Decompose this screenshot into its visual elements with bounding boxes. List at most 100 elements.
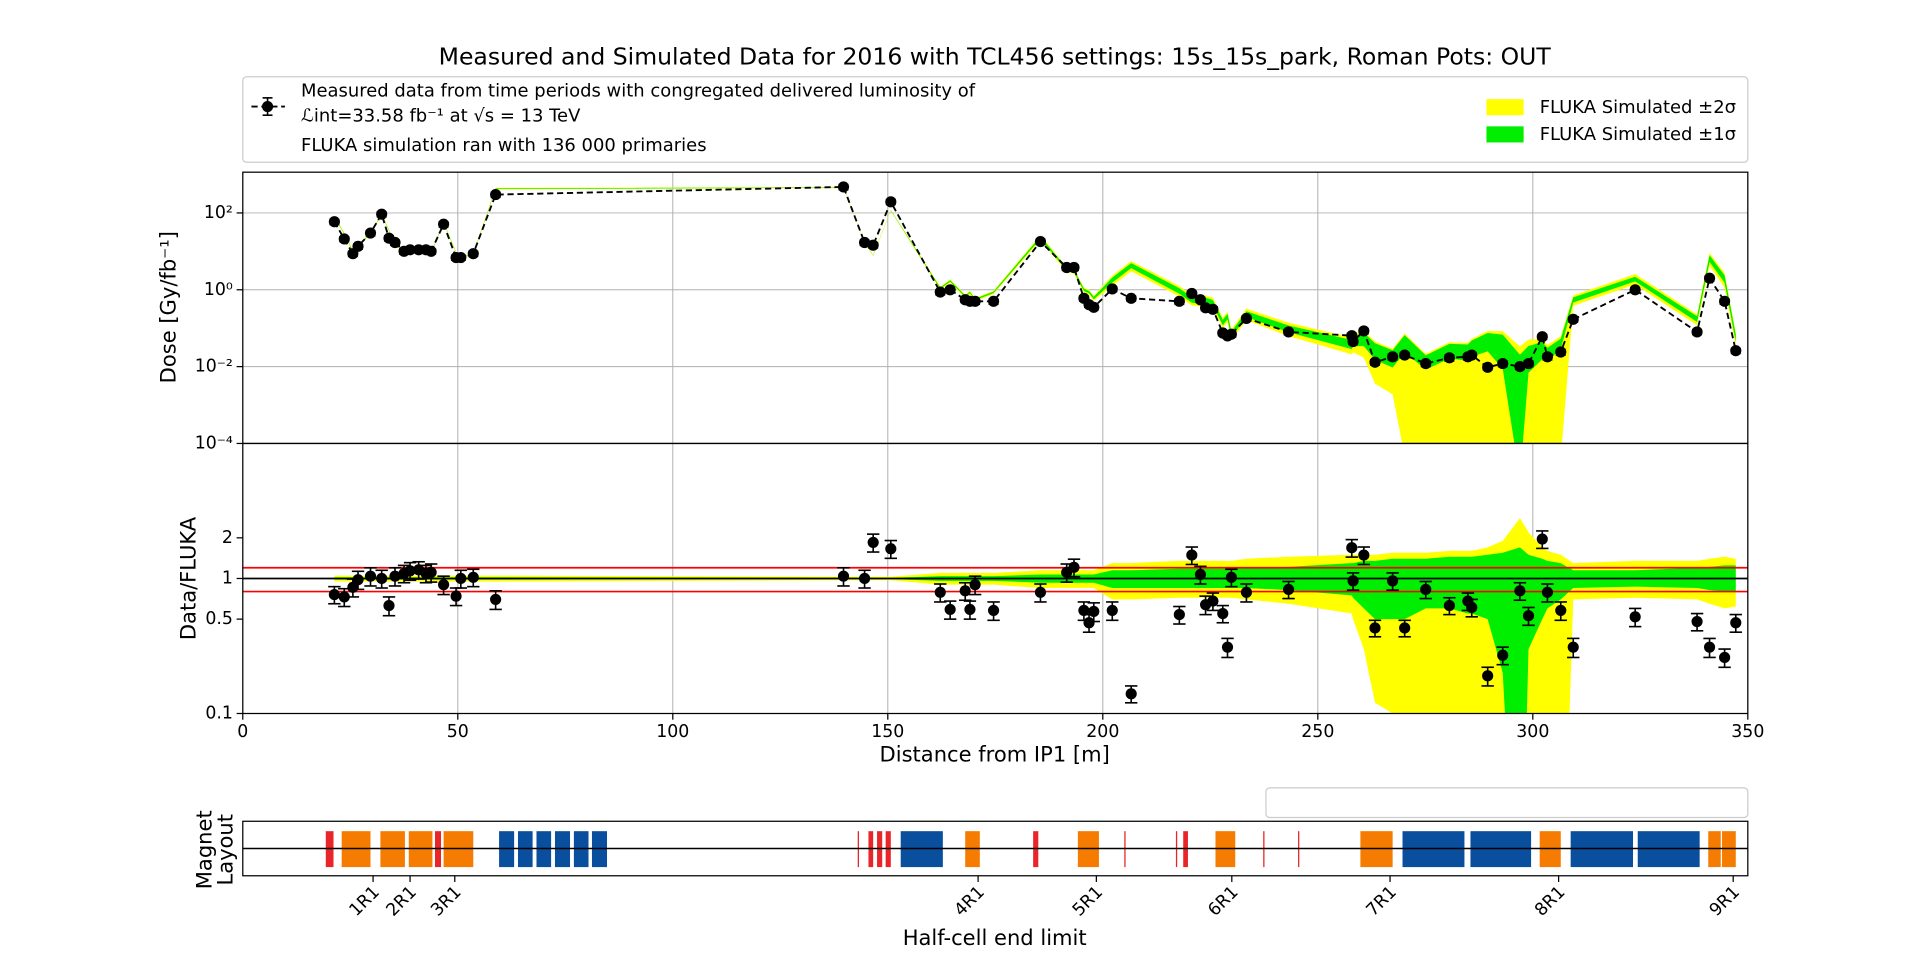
ratio-point [1497, 649, 1509, 661]
legend-swatch [1486, 126, 1524, 143]
ratio-point [1083, 617, 1095, 629]
x-tick-label: 200 [1086, 722, 1119, 742]
ratio-point [425, 566, 437, 578]
ratio-point [944, 603, 956, 615]
data-point [425, 245, 437, 257]
ratio-point [1346, 542, 1358, 554]
ratio-point [1358, 549, 1370, 561]
ratio-point [1221, 641, 1234, 653]
data-point [352, 240, 364, 252]
x-tick-label: 50 [447, 722, 469, 742]
legend-note: ℒint=33.58 fb⁻¹ at √s = 13 TeV [301, 105, 581, 126]
ratio-point [1399, 622, 1411, 634]
ratio-point [859, 572, 871, 585]
y-tick-label: 10⁻² [195, 357, 233, 377]
ratio-point [1536, 533, 1548, 545]
y-tick-label: 10⁻⁴ [195, 433, 233, 453]
layout-axis-label: Layout [213, 814, 238, 886]
data-point [328, 216, 340, 228]
ratio-point [376, 572, 388, 585]
data-point [837, 181, 850, 193]
data-point [1730, 345, 1742, 357]
data-point [1497, 358, 1509, 370]
x-tick-label: 0 [237, 722, 248, 742]
ratio-point [1719, 651, 1731, 664]
data-point [1443, 352, 1455, 364]
ratio-point [1730, 617, 1742, 629]
ratio-point [1217, 607, 1229, 620]
data-point [364, 227, 377, 239]
y-tick-label: 0.5 [205, 609, 233, 629]
ratio-point [364, 570, 377, 582]
x-axis-label: Distance from IP1 [m] [880, 742, 1110, 767]
ratio-point [1347, 575, 1359, 587]
ratio-point [1514, 585, 1526, 597]
ratio-point [1225, 571, 1237, 583]
data-point [1567, 313, 1579, 325]
ratio-frame [242, 442, 1749, 715]
legend-label: FLUKA Simulated ±2σ [1540, 97, 1736, 118]
x-tick-label: 150 [871, 722, 904, 742]
ratio-point [490, 593, 502, 605]
layout-x-label: Half-cell end limit [903, 925, 1087, 950]
legend-box [242, 76, 1749, 163]
ratio-point [867, 536, 879, 548]
ratio-point [1387, 575, 1399, 587]
ratio-point [988, 604, 1000, 616]
band [334, 547, 1736, 714]
ratio-point [1567, 641, 1579, 653]
data-point [1703, 272, 1716, 284]
data-point [1240, 312, 1253, 324]
ratio-point [338, 591, 350, 603]
data-point [1536, 331, 1548, 343]
data-point [1125, 292, 1137, 304]
ratio-point [1186, 549, 1198, 561]
data-point [389, 236, 401, 249]
data-point [1282, 326, 1295, 338]
ratio-point [1194, 568, 1206, 581]
data-point [934, 286, 946, 298]
data-point [490, 189, 502, 201]
ratio-point [389, 570, 401, 582]
data-point [988, 295, 1000, 307]
data-point [376, 208, 388, 220]
data-point [1347, 335, 1359, 348]
x-tick-label: 300 [1516, 722, 1549, 742]
ratio-point [934, 586, 946, 598]
x-tick-label: 100 [656, 722, 689, 742]
ratio-point [1466, 601, 1478, 614]
ratio-point [438, 579, 450, 591]
ratio-point [1555, 604, 1567, 616]
data-point [1420, 358, 1432, 370]
data-point [1068, 261, 1080, 274]
ratio-point [1691, 615, 1703, 628]
data-point [1399, 349, 1411, 361]
dose-panel [242, 172, 1748, 444]
ratio-point [1703, 641, 1716, 653]
ratio-point [1282, 583, 1295, 595]
data-point [1514, 361, 1526, 373]
ratio-point [964, 603, 976, 615]
layout-legend-box [1265, 787, 1749, 819]
ratio-point [969, 579, 981, 591]
layout-axis-label: Magnet [192, 810, 217, 889]
data-point [1541, 351, 1554, 363]
data-point [1088, 301, 1100, 313]
ratio-panel [242, 443, 1748, 714]
y-tick-label: 1 [222, 568, 233, 588]
data-point [404, 244, 416, 256]
legend-note: FLUKA simulation ran with 136 000 primar… [301, 135, 707, 156]
data-point [1387, 351, 1399, 363]
ratio-point [1125, 688, 1137, 700]
ratio-point [1106, 604, 1118, 616]
data-point [867, 239, 879, 251]
ratio-point [885, 543, 897, 555]
data-point [1466, 349, 1478, 361]
ratio-point [1240, 586, 1253, 598]
ratio-point [383, 599, 395, 612]
ratio-point [959, 585, 971, 597]
data-point [438, 218, 450, 230]
y-tick-label: 0.1 [205, 703, 233, 723]
ratio-point [1369, 622, 1381, 634]
